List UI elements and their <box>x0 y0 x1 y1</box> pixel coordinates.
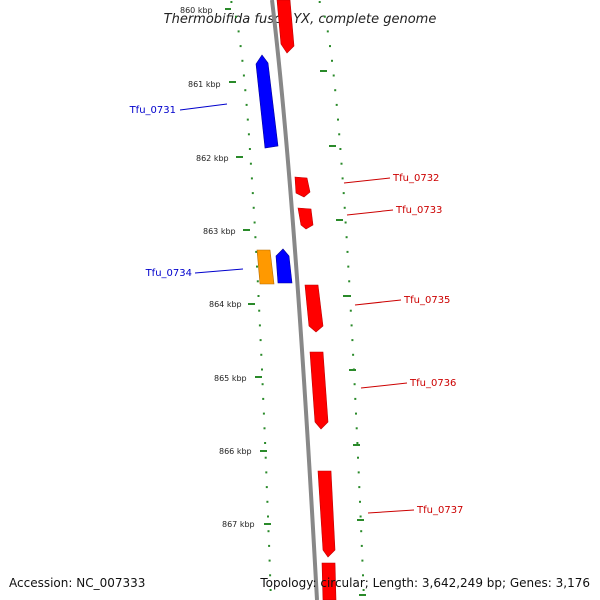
leader-line <box>354 299 402 306</box>
gene-arrow[interactable] <box>256 249 275 285</box>
leader-line <box>360 382 408 389</box>
gene-arrow[interactable] <box>297 207 314 230</box>
gene-label[interactable]: Tfu_0734 <box>145 268 192 279</box>
kbp-label: 860 kbp <box>180 6 213 15</box>
gene-label[interactable]: Tfu_0733 <box>395 205 442 216</box>
leader-line <box>346 209 394 216</box>
kbp-label: 861 kbp <box>188 80 221 89</box>
kbp-label: 862 kbp <box>196 154 229 163</box>
gene-arrow[interactable] <box>309 351 329 430</box>
gene-arrow[interactable] <box>321 562 337 600</box>
kbp-label: 867 kbp <box>222 520 255 529</box>
leader-line <box>367 509 415 514</box>
gene-label[interactable]: Tfu_0732 <box>392 173 439 184</box>
gene-arrow[interactable] <box>317 470 336 558</box>
gene-arrow[interactable] <box>276 0 295 54</box>
gene-features <box>255 0 337 600</box>
kbp-label: 865 kbp <box>214 374 247 383</box>
kbp-label: 866 kbp <box>219 447 252 456</box>
gene-label[interactable]: Tfu_0737 <box>416 505 463 516</box>
gene-arrow[interactable] <box>275 248 293 284</box>
kbp-label: 864 kbp <box>209 300 242 309</box>
gene-arrow[interactable] <box>255 54 279 149</box>
topology-text: Topology: circular; Length: 3,642,249 bp… <box>260 576 590 590</box>
accession-text: Accession: NC_007333 <box>9 576 146 590</box>
kbp-labels: 860 kbp 861 kbp 862 kbp 863 kbp 864 kbp … <box>180 6 255 529</box>
inner-tick-track <box>230 1 272 591</box>
gene-label[interactable]: Tfu_0736 <box>409 378 456 389</box>
leader-line <box>343 177 391 184</box>
map-title: Thermobifida fusca YX, complete genome <box>164 12 437 27</box>
leader-line <box>179 103 228 111</box>
kbp-major-ticks <box>225 8 271 525</box>
gene-arrow[interactable] <box>304 284 324 333</box>
leader-line <box>194 268 244 274</box>
gene-label[interactable]: Tfu_0731 <box>129 105 176 116</box>
outer-major-ticks <box>320 70 366 596</box>
gene-label[interactable]: Tfu_0735 <box>403 295 450 306</box>
kbp-label: 863 kbp <box>203 227 236 236</box>
gene-arrow[interactable] <box>294 176 311 198</box>
genome-backbone <box>270 0 319 600</box>
gene-labels: Tfu_0731 Tfu_0732 Tfu_0733 Tfu_0734 Tfu_… <box>129 105 464 516</box>
gene-leader-lines <box>179 103 415 514</box>
